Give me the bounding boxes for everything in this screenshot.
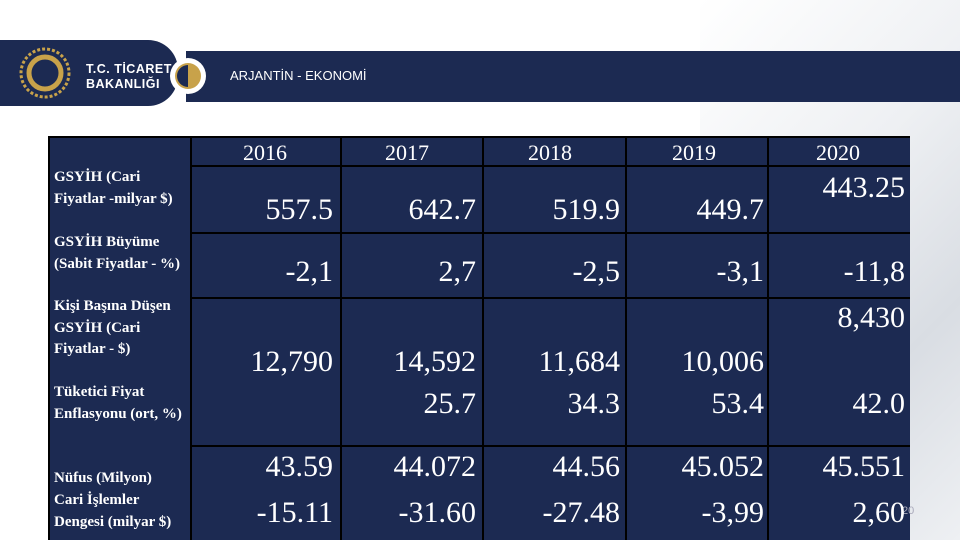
grid-line <box>625 136 627 540</box>
logo-emblem <box>19 47 71 99</box>
table-value: 45.052 <box>681 450 765 483</box>
column-header: 2020 <box>816 140 860 165</box>
row-label: GSYİH Büyüme (Sabit Fiyatlar - %) <box>54 234 180 272</box>
table-value: 2,7 <box>438 255 477 288</box>
table-value: -2,1 <box>285 255 334 288</box>
table-value: 53.4 <box>711 387 765 420</box>
table-value: 44.072 <box>393 450 477 483</box>
column-header: 2018 <box>528 140 572 165</box>
table-value: -2,5 <box>572 255 621 288</box>
column-header: 2017 <box>385 140 429 165</box>
header-icon <box>170 58 206 94</box>
grid-line <box>48 136 50 540</box>
logo-text: BAKANLIĞI <box>86 77 160 91</box>
table-value: 8,430 <box>837 301 906 334</box>
page-number: 20 <box>902 505 915 517</box>
grid-line <box>190 165 910 167</box>
table-value: -15.11 <box>256 496 333 529</box>
grid-line <box>190 232 910 234</box>
table-value: 519.9 <box>552 193 621 226</box>
table-value: 10,006 <box>681 345 765 378</box>
logo-box <box>0 40 178 106</box>
column-header: 2019 <box>672 140 716 165</box>
table-value: 43.59 <box>265 450 334 483</box>
row-label: Nüfus (Milyon) <box>54 470 152 486</box>
table-value: 45.551 <box>822 450 906 483</box>
section-title: ARJANTİN - EKONOMİ <box>230 68 367 83</box>
table-value: 557.5 <box>265 193 334 226</box>
table-value: 11,684 <box>538 345 620 378</box>
table-value: 443.25 <box>822 171 906 204</box>
grid-line <box>190 445 910 447</box>
table-value: 44.56 <box>552 450 621 483</box>
table-value: 12,790 <box>250 345 334 378</box>
logo-text: T.C. TİCARET <box>86 62 172 76</box>
table-value: -27.48 <box>542 496 621 529</box>
grid-line <box>190 297 910 299</box>
table-value: -3,99 <box>701 496 765 529</box>
row-label: Tüketici Fiyat Enflasyonu (ort, %) <box>54 384 182 422</box>
table-value: 42.0 <box>852 387 906 420</box>
grid-line <box>48 136 910 138</box>
table-value: 25.7 <box>423 387 477 420</box>
row-label: GSYİH (Cari Fiyatlar -milyar $) <box>54 169 173 207</box>
table-value: 449.7 <box>696 193 765 226</box>
table-value: 34.3 <box>567 387 621 420</box>
table-value: 2,60 <box>852 496 906 529</box>
table-value: -11,8 <box>843 255 905 288</box>
grid-line <box>340 136 342 540</box>
row-label: Kişi Başına Düşen GSYİH (Cari Fiyatlar -… <box>54 298 171 357</box>
table-value: -31.60 <box>398 496 477 529</box>
table-value: 642.7 <box>408 193 477 226</box>
grid-line <box>190 136 192 540</box>
column-header: 2016 <box>243 140 287 165</box>
table-value: 14,592 <box>393 345 477 378</box>
grid-line <box>767 136 769 540</box>
grid-line <box>482 136 484 540</box>
data-table <box>48 136 910 540</box>
table-value: -3,1 <box>716 255 765 288</box>
row-label: Cari İşlemler Dengesi (milyar $) <box>54 492 172 530</box>
header-bar <box>186 51 960 102</box>
